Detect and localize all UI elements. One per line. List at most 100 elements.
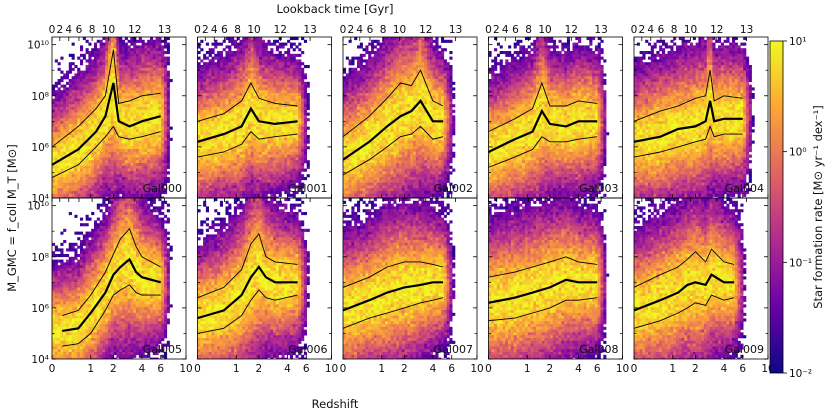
heatmap-cell	[242, 112, 246, 116]
heatmap-cell	[152, 59, 156, 63]
heatmap-cell	[275, 182, 279, 186]
heatmap-cell	[105, 48, 109, 52]
heatmap-cell	[99, 67, 103, 71]
heatmap-cell	[236, 67, 240, 71]
heatmap-cell	[245, 185, 249, 189]
heatmap-cell	[141, 174, 145, 178]
heatmap-cell	[80, 196, 84, 198]
heatmap-cell	[133, 79, 137, 83]
heatmap-cell	[250, 174, 254, 178]
heatmap-cell	[343, 188, 347, 192]
heatmap-cell	[105, 154, 109, 158]
heatmap-cell	[158, 174, 162, 178]
heatmap-cell	[150, 115, 154, 119]
heatmap-cell	[270, 193, 274, 197]
heatmap-cell	[247, 87, 251, 91]
heatmap-cell	[259, 196, 263, 198]
heatmap-cell	[152, 179, 156, 183]
heatmap-cell	[247, 121, 251, 125]
heatmap-cell	[236, 129, 240, 133]
heatmap-cell	[124, 115, 128, 119]
heatmap-cell	[130, 107, 134, 111]
heatmap-cell	[362, 101, 366, 105]
heatmap-cell	[80, 149, 84, 153]
heatmap-cell	[278, 154, 282, 158]
heatmap-cell	[208, 48, 212, 52]
heatmap-cell	[270, 191, 274, 195]
heatmap-cell	[253, 98, 257, 102]
heatmap-cell	[233, 191, 237, 195]
heatmap-cell	[354, 115, 358, 119]
heatmap-cell	[80, 76, 84, 80]
heatmap-cell	[94, 163, 98, 167]
heatmap-cell	[122, 67, 126, 71]
heatmap-cell	[96, 70, 100, 74]
heatmap-cell	[222, 109, 226, 113]
heatmap-cell	[99, 126, 103, 130]
heatmap-cell	[208, 129, 212, 133]
heatmap-cell	[228, 95, 232, 99]
heatmap-cell	[225, 87, 229, 91]
heatmap-cell	[108, 59, 112, 63]
heatmap-cell	[138, 191, 142, 195]
heatmap-cell	[214, 196, 218, 198]
heatmap-cell	[371, 70, 375, 74]
heatmap-cell	[261, 149, 265, 153]
heatmap-cell	[205, 179, 209, 183]
heatmap-cell	[155, 39, 159, 43]
heatmap-cell	[270, 53, 274, 57]
heatmap-cell	[354, 157, 358, 161]
heatmap-cell	[233, 59, 237, 63]
heatmap-cell	[150, 177, 154, 181]
heatmap-cell	[161, 126, 165, 130]
heatmap-cell	[208, 112, 212, 116]
heatmap-cell	[164, 51, 168, 55]
heatmap-cell	[57, 179, 61, 183]
heatmap-cell	[122, 193, 126, 197]
heatmap-cell	[54, 129, 58, 133]
heatmap-cell	[264, 48, 268, 52]
heatmap-cell	[152, 65, 156, 69]
heatmap-cell	[80, 165, 84, 169]
heatmap-cell	[99, 65, 103, 69]
heatmap-cell	[362, 129, 366, 133]
heatmap-cell	[57, 87, 61, 91]
heatmap-cell	[236, 132, 240, 136]
heatmap-cell	[245, 84, 249, 88]
heatmap-cell	[219, 51, 223, 55]
heatmap-cell	[91, 193, 95, 197]
heatmap-cell	[127, 135, 131, 139]
heatmap-cell	[357, 70, 361, 74]
heatmap-cell	[166, 84, 170, 88]
heatmap-cell	[264, 135, 268, 139]
y-tick-label: 10⁴	[31, 193, 49, 205]
heatmap-cell	[203, 143, 207, 147]
heatmap-cell	[287, 87, 291, 91]
heatmap-cell	[124, 182, 128, 186]
heatmap-cell	[225, 112, 229, 116]
heatmap-cell	[253, 196, 257, 198]
heatmap-cell	[354, 177, 358, 181]
heatmap-cell	[200, 171, 204, 175]
heatmap-cell	[273, 171, 277, 175]
heatmap-cell	[239, 112, 243, 116]
heatmap-cell	[80, 48, 84, 52]
heatmap-cell	[197, 129, 201, 133]
heatmap-cell	[113, 149, 117, 153]
heatmap-cell	[219, 149, 223, 153]
heatmap-cell	[130, 160, 134, 164]
heatmap-cell	[113, 109, 117, 113]
heatmap-cell	[99, 79, 103, 83]
heatmap-cell	[228, 185, 232, 189]
heatmap-cell	[245, 107, 249, 111]
heatmap-cell	[261, 137, 265, 141]
heatmap-cell	[247, 56, 251, 60]
heatmap-cell	[261, 48, 265, 52]
heatmap-cell	[124, 135, 128, 139]
heatmap-cell	[242, 143, 246, 147]
heatmap-cell	[301, 121, 305, 125]
heatmap-cell	[200, 48, 204, 52]
heatmap-cell	[362, 121, 366, 125]
heatmap-cell	[225, 118, 229, 122]
heatmap-cell	[71, 67, 75, 71]
